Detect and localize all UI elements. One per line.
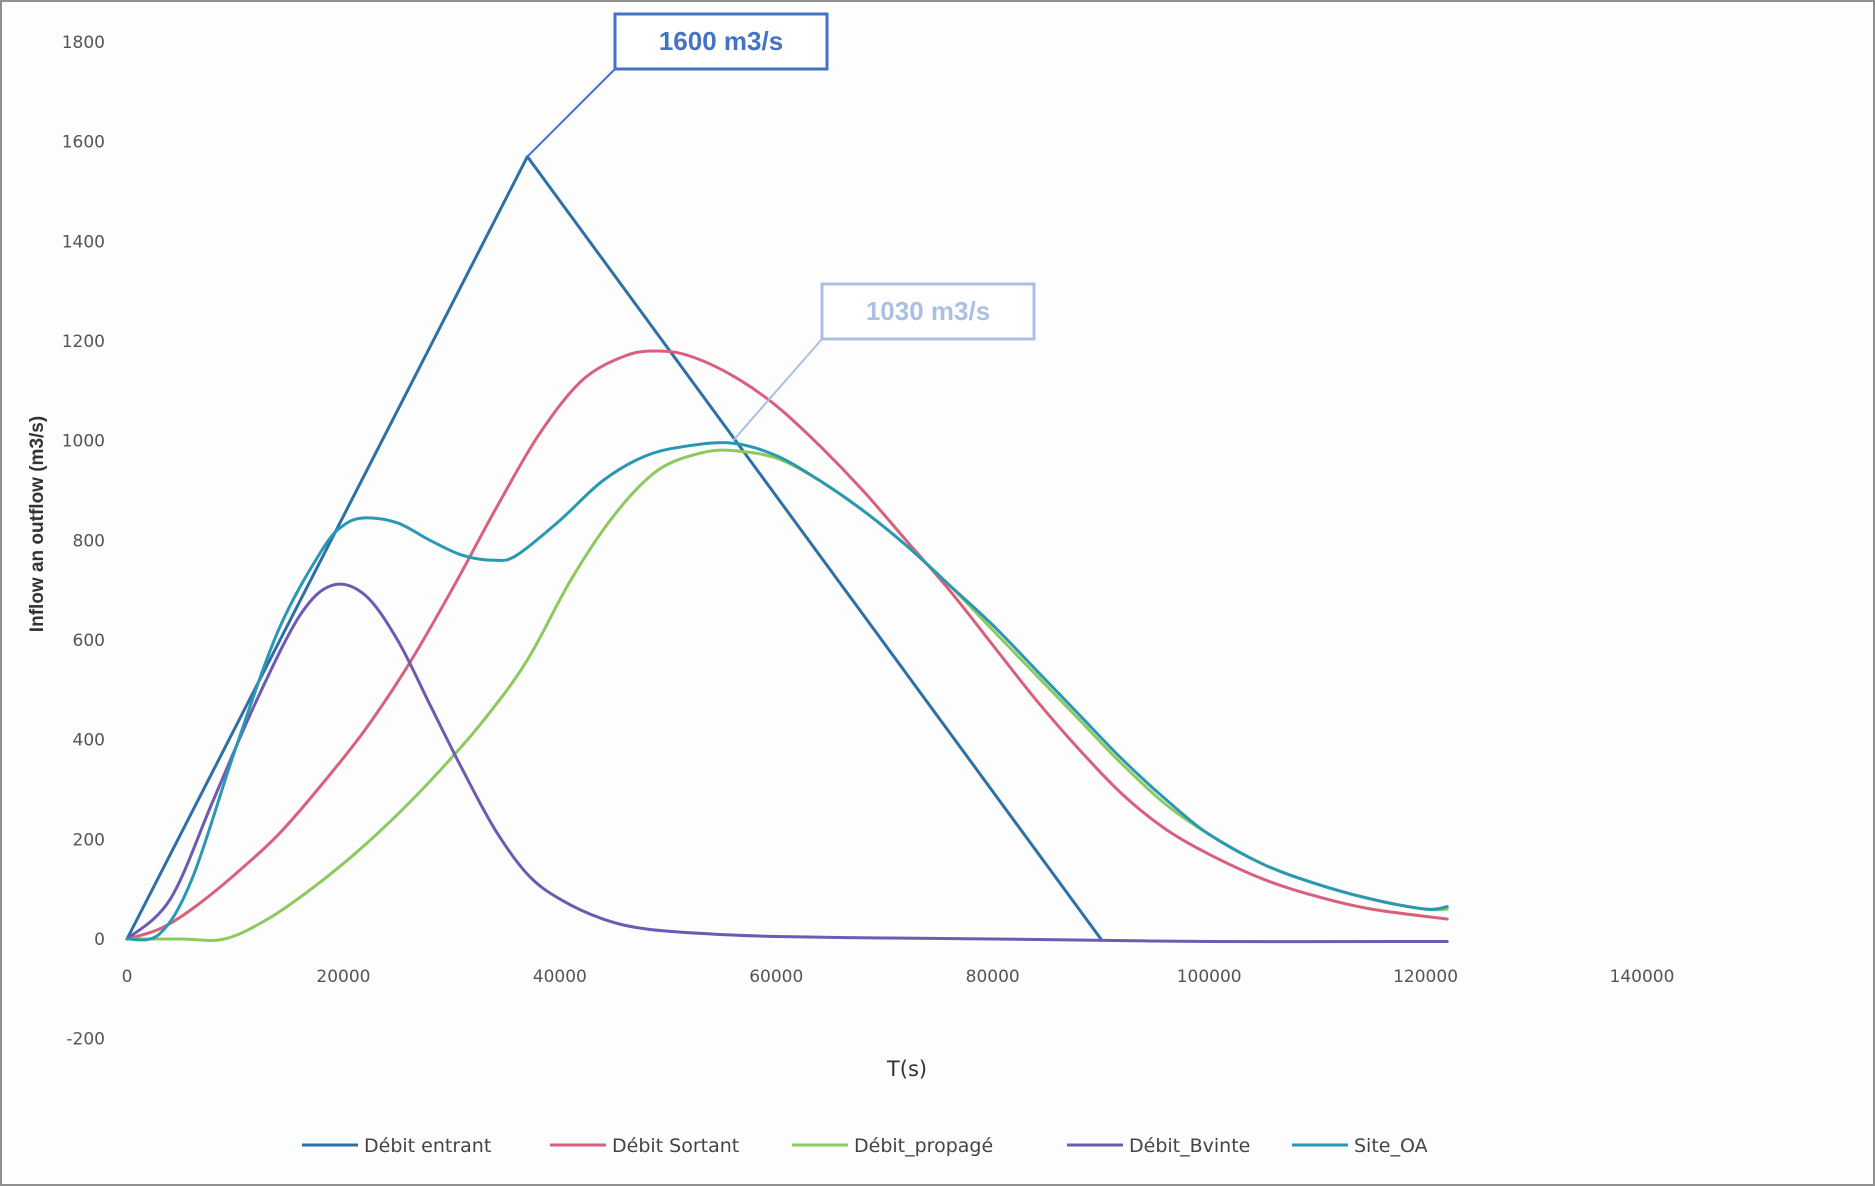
- annotation-box: [820, 282, 1036, 341]
- legend-label-d-bit-bvinte: Débit_Bvinte: [1129, 1135, 1250, 1157]
- x-tick-label: 120000: [1393, 967, 1458, 987]
- annotation-leader-line: [732, 338, 823, 442]
- series-lines: [125, 155, 1449, 944]
- series-line-d-bit-propag: [125, 448, 1449, 942]
- series-line-d-bit-entrant: [125, 155, 1103, 941]
- x-tick-label: 20000: [316, 967, 370, 987]
- y-axis-ticks: 1800 1600 1400 1200 1000 800 600 400 200 0 -200: [62, 33, 105, 1050]
- x-axis-title: T(s): [886, 1057, 927, 1081]
- x-tick-label: 60000: [749, 967, 803, 987]
- legend-label-d-bit-propag: Débit_propagé: [854, 1135, 993, 1157]
- legend: Débit entrant Débit Sortant Débit_propagé D…: [302, 1135, 1428, 1157]
- y-tick-label: 200: [73, 830, 105, 850]
- series-line-site-oa: [125, 441, 1449, 942]
- y-tick-label: 1600: [62, 133, 105, 153]
- x-tick-label: 80000: [966, 967, 1020, 987]
- x-tick-label: 40000: [533, 967, 587, 987]
- y-tick-label: 1000: [62, 432, 105, 452]
- y-tick-label: 1400: [62, 232, 105, 252]
- annotations: 1600 m3/s 1030 m3/s: [526, 12, 1036, 442]
- legend-label-d-bit-entrant: Débit entrant: [364, 1135, 491, 1157]
- y-tick-label: 1200: [62, 332, 105, 352]
- legend-label-site-oa: Site_OA: [1354, 1135, 1428, 1157]
- annotation-label: 1030 m3/s: [866, 296, 990, 326]
- y-tick-label: 1800: [62, 33, 105, 53]
- y-tick-label: 400: [73, 731, 105, 751]
- series-line-d-bit-sortant: [125, 349, 1449, 941]
- series-line-d-bit-bvinte: [125, 582, 1449, 944]
- annotation-label: 1600 m3/s: [659, 26, 783, 56]
- annotation-box: [613, 12, 829, 71]
- legend-label-d-bit-sortant: Débit Sortant: [612, 1135, 739, 1157]
- y-tick-label: 0: [94, 930, 105, 950]
- y-tick-label: 800: [73, 531, 105, 551]
- x-axis-ticks: 0 20000 40000 60000 80000 100000 120000 140000: [122, 967, 1675, 987]
- annotation-leader-line: [526, 68, 616, 158]
- x-tick-label: 140000: [1610, 967, 1675, 987]
- y-axis-title: Inflow an outflow (m3/s): [27, 416, 48, 632]
- x-tick-label: 100000: [1177, 967, 1242, 987]
- y-tick-label: -200: [66, 1030, 105, 1050]
- y-tick-label: 600: [73, 631, 105, 651]
- x-tick-label: 0: [122, 967, 133, 987]
